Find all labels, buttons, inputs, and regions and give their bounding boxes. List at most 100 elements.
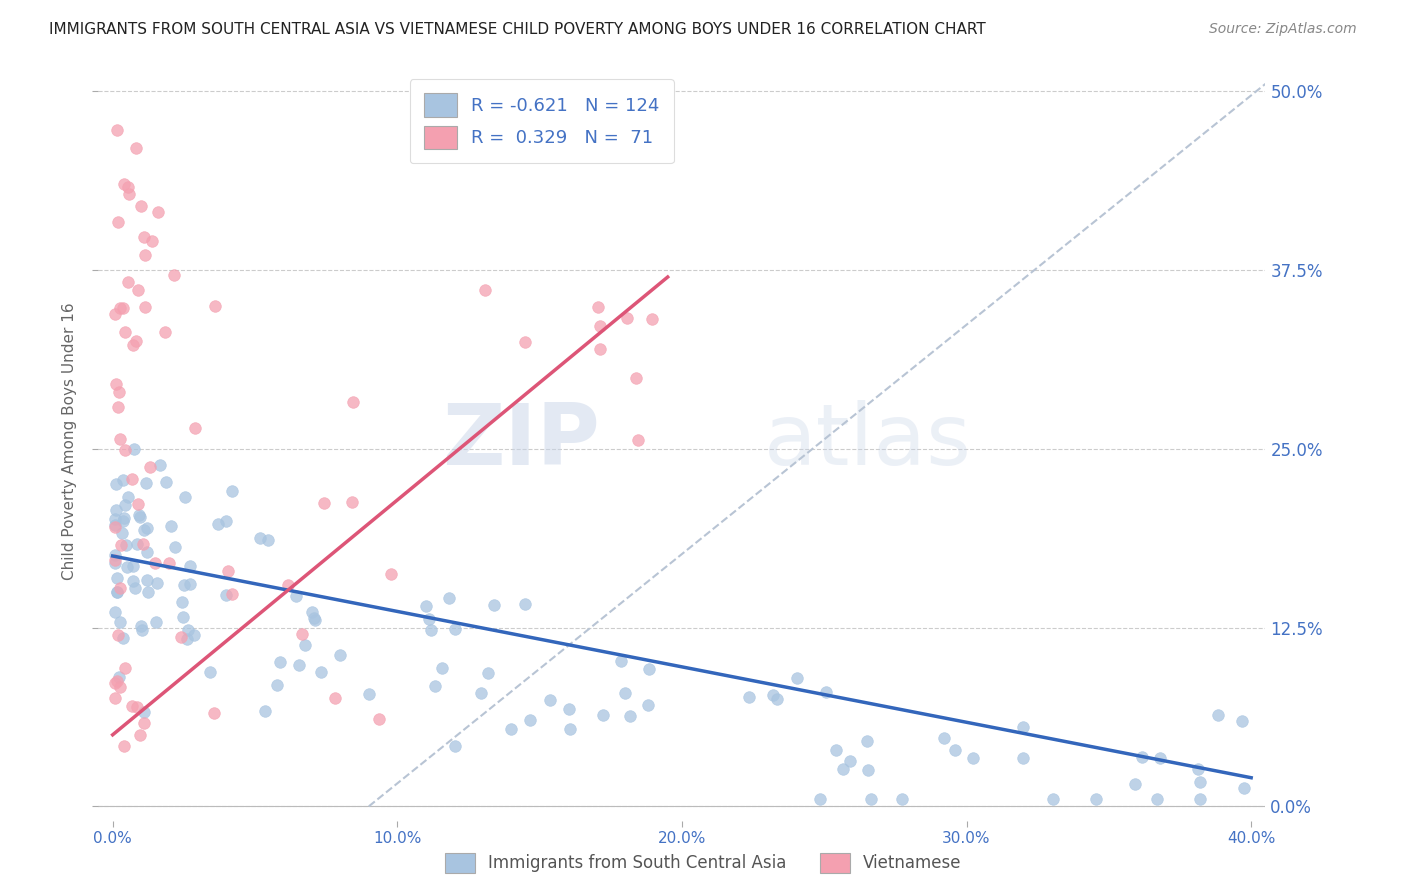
Point bbox=[129, 198, 152, 212]
Point bbox=[1206, 707, 1229, 722]
Point bbox=[127, 498, 149, 512]
Point bbox=[143, 556, 166, 570]
Point bbox=[104, 512, 127, 526]
Point bbox=[858, 764, 880, 778]
Point bbox=[610, 654, 633, 668]
Point bbox=[174, 490, 197, 504]
Point bbox=[105, 673, 128, 688]
Point bbox=[117, 559, 139, 574]
Point bbox=[1149, 751, 1171, 765]
Point bbox=[121, 699, 143, 714]
Point bbox=[125, 334, 148, 348]
Point bbox=[136, 520, 159, 534]
Point bbox=[155, 475, 177, 489]
Point bbox=[1011, 751, 1033, 765]
Point bbox=[1123, 777, 1146, 791]
Point bbox=[367, 712, 389, 726]
Point bbox=[589, 343, 612, 357]
Point bbox=[825, 743, 848, 757]
Point bbox=[114, 538, 136, 552]
Point bbox=[589, 319, 612, 334]
Point bbox=[301, 605, 323, 619]
Point bbox=[104, 548, 127, 562]
Point bbox=[962, 751, 984, 765]
Point bbox=[637, 698, 659, 712]
Point bbox=[105, 502, 128, 516]
Point bbox=[342, 495, 364, 509]
Point bbox=[105, 476, 128, 491]
Point bbox=[814, 685, 837, 699]
Point bbox=[134, 523, 156, 537]
Point bbox=[304, 613, 326, 627]
Point bbox=[287, 657, 309, 672]
Point bbox=[269, 655, 291, 669]
Point bbox=[135, 573, 157, 587]
Point bbox=[136, 584, 159, 599]
Point bbox=[418, 612, 440, 626]
Point bbox=[312, 496, 335, 510]
Point bbox=[110, 538, 132, 552]
Point bbox=[613, 686, 636, 700]
Point bbox=[1132, 749, 1154, 764]
Text: atlas: atlas bbox=[763, 400, 972, 483]
Point bbox=[108, 582, 131, 596]
Point bbox=[129, 619, 152, 633]
Point bbox=[856, 734, 879, 748]
Point bbox=[104, 517, 127, 532]
Point bbox=[1189, 775, 1212, 789]
Point bbox=[637, 662, 659, 676]
Point bbox=[128, 728, 150, 742]
Point bbox=[176, 632, 198, 647]
Point bbox=[117, 490, 139, 504]
Point bbox=[108, 432, 131, 446]
Point bbox=[1146, 792, 1168, 806]
Point bbox=[437, 591, 460, 605]
Point bbox=[183, 421, 205, 435]
Point bbox=[538, 693, 561, 707]
Point bbox=[839, 754, 862, 768]
Point bbox=[127, 283, 149, 297]
Point bbox=[105, 123, 128, 137]
Point bbox=[592, 707, 614, 722]
Point bbox=[128, 508, 150, 522]
Point bbox=[108, 670, 131, 684]
Point bbox=[415, 599, 437, 613]
Point bbox=[501, 723, 523, 737]
Point bbox=[1085, 792, 1108, 806]
Point bbox=[111, 526, 134, 541]
Point bbox=[135, 475, 157, 490]
Point bbox=[1233, 780, 1256, 795]
Point bbox=[214, 588, 236, 602]
Point bbox=[221, 484, 243, 499]
Point bbox=[430, 661, 453, 675]
Point bbox=[277, 578, 299, 592]
Point bbox=[131, 624, 153, 638]
Point bbox=[125, 141, 148, 155]
Point bbox=[586, 301, 609, 315]
Point bbox=[626, 433, 648, 447]
Point bbox=[808, 792, 831, 806]
Point bbox=[122, 337, 145, 351]
Point bbox=[118, 187, 141, 202]
Point bbox=[257, 533, 280, 548]
Point bbox=[177, 624, 200, 638]
Point bbox=[149, 458, 172, 472]
Point bbox=[117, 180, 139, 194]
Point bbox=[107, 628, 129, 642]
Point bbox=[1232, 714, 1254, 728]
Point bbox=[423, 680, 446, 694]
Point bbox=[105, 571, 128, 585]
Point bbox=[249, 531, 271, 545]
Point bbox=[112, 511, 135, 525]
Point bbox=[108, 681, 131, 695]
Point bbox=[204, 299, 226, 313]
Point bbox=[104, 519, 127, 533]
Point bbox=[484, 598, 506, 612]
Point bbox=[294, 639, 316, 653]
Point bbox=[859, 792, 882, 806]
Point bbox=[558, 702, 581, 716]
Point bbox=[786, 671, 808, 685]
Point bbox=[104, 691, 127, 706]
Point bbox=[124, 581, 146, 595]
Point bbox=[470, 686, 492, 700]
